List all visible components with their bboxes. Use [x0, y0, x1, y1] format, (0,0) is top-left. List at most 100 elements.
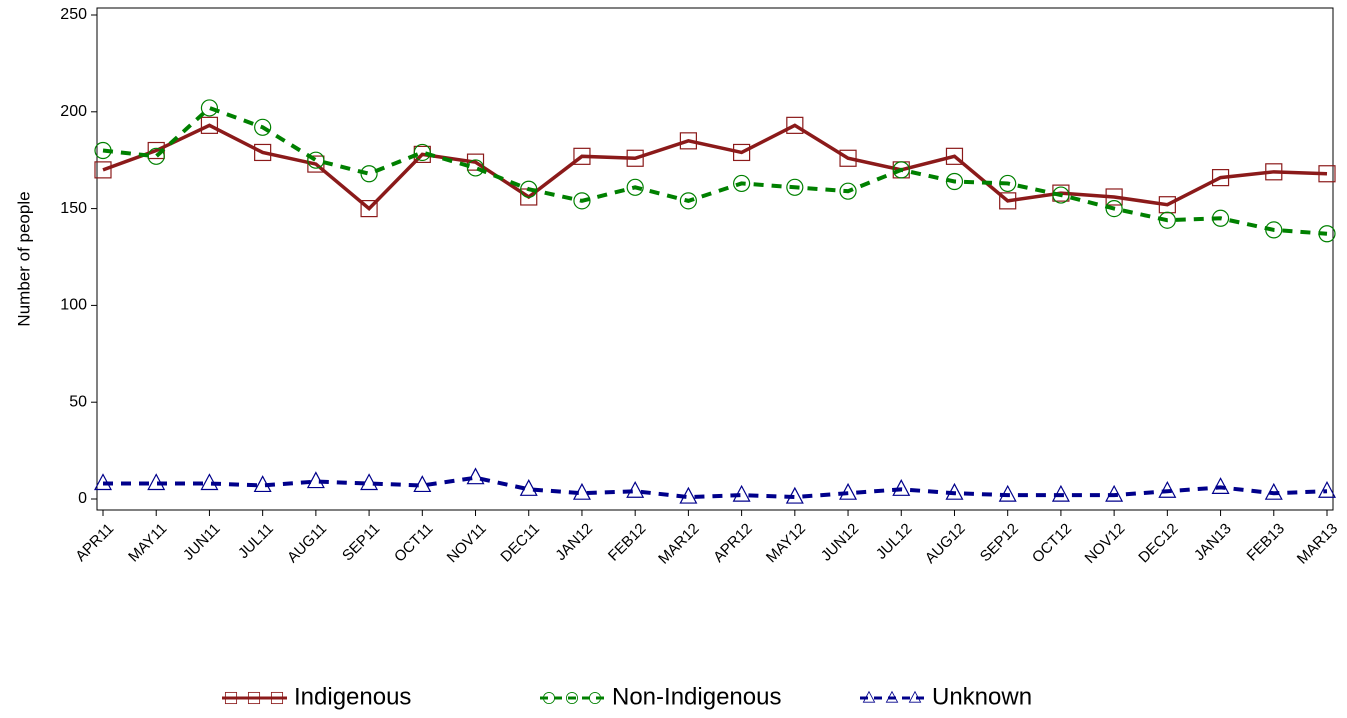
y-tick-label: 150: [60, 200, 87, 217]
marker: [147, 147, 165, 165]
marker: [254, 143, 272, 162]
legend-label: Unknown: [932, 683, 1032, 710]
marker: [1265, 221, 1283, 239]
marker: [466, 153, 485, 171]
x-tick-label: DEC11: [497, 520, 542, 565]
marker: [1211, 209, 1230, 227]
marker: [413, 475, 432, 493]
marker: [999, 174, 1017, 193]
marker: [679, 132, 697, 150]
marker: [200, 116, 219, 134]
x-tick-label: MAR12: [655, 520, 702, 567]
marker: [413, 143, 431, 162]
marker: [270, 691, 284, 705]
marker: [360, 473, 379, 491]
x-tick-label: JUN12: [818, 520, 862, 564]
x-tick-label: DEC12: [1135, 520, 1181, 566]
marker: [147, 473, 166, 491]
marker: [733, 143, 751, 162]
marker: [1052, 186, 1070, 204]
y-tick-label: 0: [78, 490, 87, 507]
marker: [519, 479, 538, 496]
marker: [679, 192, 697, 210]
marker: [732, 484, 751, 502]
legend-label: Indigenous: [294, 683, 411, 710]
marker: [1105, 200, 1123, 218]
series-line: [102, 105, 1328, 236]
y-tick-label: 100: [60, 297, 87, 314]
x-tick-label: JUL12: [873, 520, 916, 563]
marker: [626, 178, 644, 196]
x-tick-label: OCT12: [1029, 520, 1075, 566]
marker: [1051, 484, 1070, 502]
marker: [466, 159, 485, 177]
legend-label: Non-Indigenous: [612, 683, 781, 710]
marker: [247, 691, 261, 705]
marker: [945, 482, 964, 500]
marker: [679, 486, 698, 504]
x-tick-label: SEP11: [339, 520, 383, 564]
marker: [542, 691, 556, 705]
marker: [306, 471, 325, 489]
x-tick-label: NOV12: [1082, 520, 1129, 567]
marker: [908, 690, 922, 703]
marker: [307, 151, 325, 169]
marker: [1264, 482, 1283, 500]
x-tick-label: MAY12: [763, 520, 809, 566]
x-tick-label: AUG11: [284, 520, 330, 566]
marker: [1211, 169, 1230, 187]
marker: [998, 484, 1017, 502]
marker: [786, 178, 804, 196]
marker: [94, 141, 112, 160]
marker: [885, 690, 899, 703]
marker: [1211, 477, 1230, 494]
marker: [733, 174, 751, 193]
marker: [862, 690, 876, 703]
marker: [360, 165, 378, 183]
marker: [892, 161, 910, 179]
marker: [1158, 211, 1176, 229]
y-tick-label: 250: [60, 6, 87, 23]
marker: [572, 482, 591, 500]
marker: [945, 172, 964, 191]
marker: [466, 467, 485, 485]
marker: [224, 691, 238, 705]
marker: [573, 147, 591, 165]
marker: [573, 192, 591, 210]
y-tick-label: 50: [69, 393, 87, 410]
series-line: [103, 475, 1328, 500]
x-tick-label: MAR13: [1294, 520, 1341, 567]
marker: [786, 116, 804, 134]
marker: [1318, 225, 1336, 243]
x-tick-label: MAY11: [125, 520, 170, 565]
x-tick-label: FEB12: [605, 520, 649, 564]
x-tick-label: JAN13: [1191, 520, 1235, 564]
x-tick-label: FEB13: [1244, 520, 1288, 564]
marker: [565, 691, 579, 705]
plot-frame: [96, 7, 1334, 511]
marker: [94, 161, 112, 179]
marker: [839, 182, 857, 200]
marker: [588, 691, 602, 705]
marker: [1105, 188, 1123, 206]
marker: [626, 149, 644, 167]
series-line: [102, 123, 1328, 211]
marker: [1318, 165, 1336, 183]
marker: [254, 118, 272, 136]
marker: [1318, 480, 1336, 498]
y-axis-label: Number of people: [14, 191, 33, 326]
marker: [839, 149, 857, 167]
x-tick-label: OCT11: [391, 520, 436, 565]
marker: [945, 147, 964, 165]
marker: [520, 180, 538, 198]
x-tick-label: JUN11: [180, 520, 224, 564]
x-tick-label: APR11: [72, 520, 117, 565]
marker: [892, 479, 911, 496]
marker: [1105, 484, 1124, 502]
y-tick-label: 200: [60, 103, 87, 120]
marker: [839, 482, 858, 500]
marker: [360, 200, 378, 218]
x-tick-label: AUG12: [922, 520, 969, 567]
